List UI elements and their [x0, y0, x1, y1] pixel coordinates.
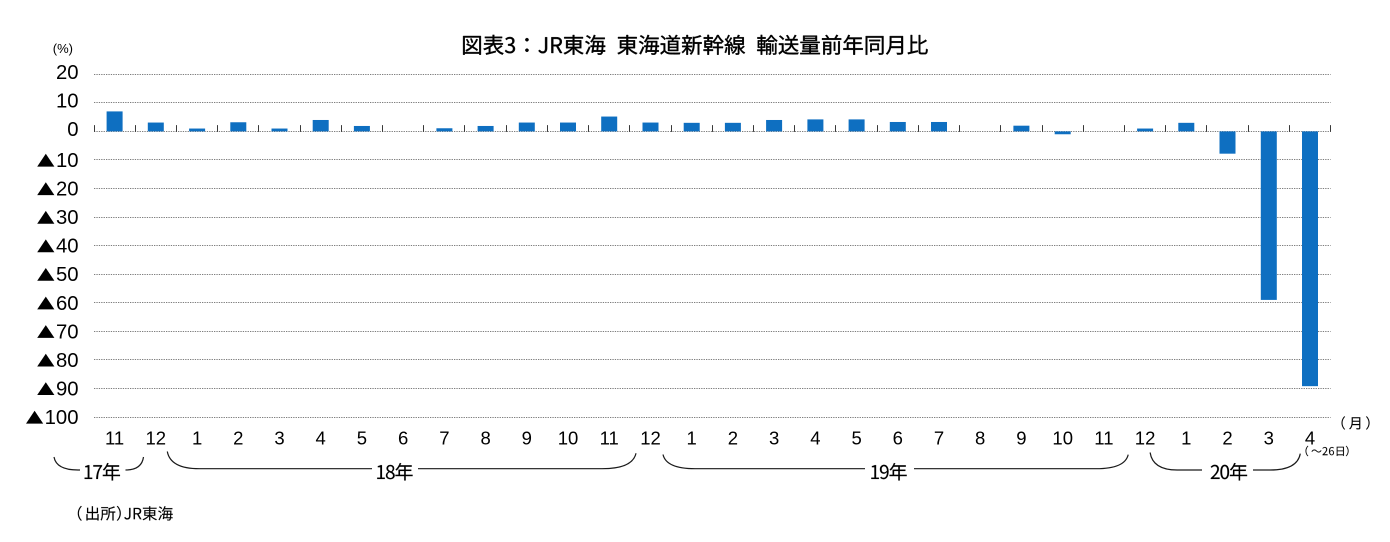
- svg-text:10: 10: [56, 90, 79, 112]
- svg-text:(%): (%): [53, 41, 73, 56]
- svg-text:6: 6: [893, 428, 903, 449]
- svg-text:20: 20: [56, 179, 79, 201]
- svg-text:8: 8: [975, 428, 985, 449]
- svg-text:2: 2: [728, 428, 738, 449]
- svg-text:1: 1: [1181, 428, 1191, 449]
- svg-text:12: 12: [146, 428, 167, 449]
- svg-text:10: 10: [1052, 428, 1073, 449]
- svg-text:4: 4: [316, 428, 326, 449]
- svg-text:4: 4: [1305, 428, 1315, 449]
- svg-text:5: 5: [851, 428, 861, 449]
- svg-text:4: 4: [810, 428, 820, 449]
- svg-text:20: 20: [56, 62, 79, 84]
- svg-text:12: 12: [1135, 428, 1156, 449]
- svg-text:9: 9: [1016, 428, 1026, 449]
- svg-text:2: 2: [1222, 428, 1232, 449]
- svg-text:6: 6: [398, 428, 408, 449]
- svg-text:70: 70: [56, 321, 79, 343]
- svg-text:8: 8: [480, 428, 490, 449]
- svg-text:50: 50: [56, 264, 79, 286]
- svg-text:7: 7: [934, 428, 944, 449]
- svg-text:40: 40: [56, 236, 79, 258]
- svg-text:11: 11: [105, 428, 124, 449]
- svg-text:12: 12: [640, 428, 661, 449]
- svg-text:5: 5: [357, 428, 367, 449]
- svg-text:60: 60: [56, 293, 79, 315]
- svg-text:90: 90: [56, 378, 79, 400]
- svg-text:3: 3: [1264, 428, 1274, 449]
- svg-text:11: 11: [600, 428, 619, 449]
- svg-text:80: 80: [56, 350, 79, 372]
- svg-text:11: 11: [1094, 428, 1113, 449]
- svg-text:10: 10: [558, 428, 579, 449]
- svg-text:10: 10: [56, 150, 79, 172]
- svg-text:0: 0: [67, 119, 78, 141]
- svg-text:7: 7: [439, 428, 449, 449]
- svg-text:9: 9: [522, 428, 532, 449]
- svg-text:2: 2: [233, 428, 243, 449]
- svg-text:1: 1: [687, 428, 697, 449]
- svg-text:3: 3: [274, 428, 284, 449]
- svg-text:100: 100: [45, 407, 79, 429]
- svg-text:1: 1: [192, 428, 202, 449]
- svg-text:3: 3: [769, 428, 779, 449]
- svg-text:30: 30: [56, 207, 79, 229]
